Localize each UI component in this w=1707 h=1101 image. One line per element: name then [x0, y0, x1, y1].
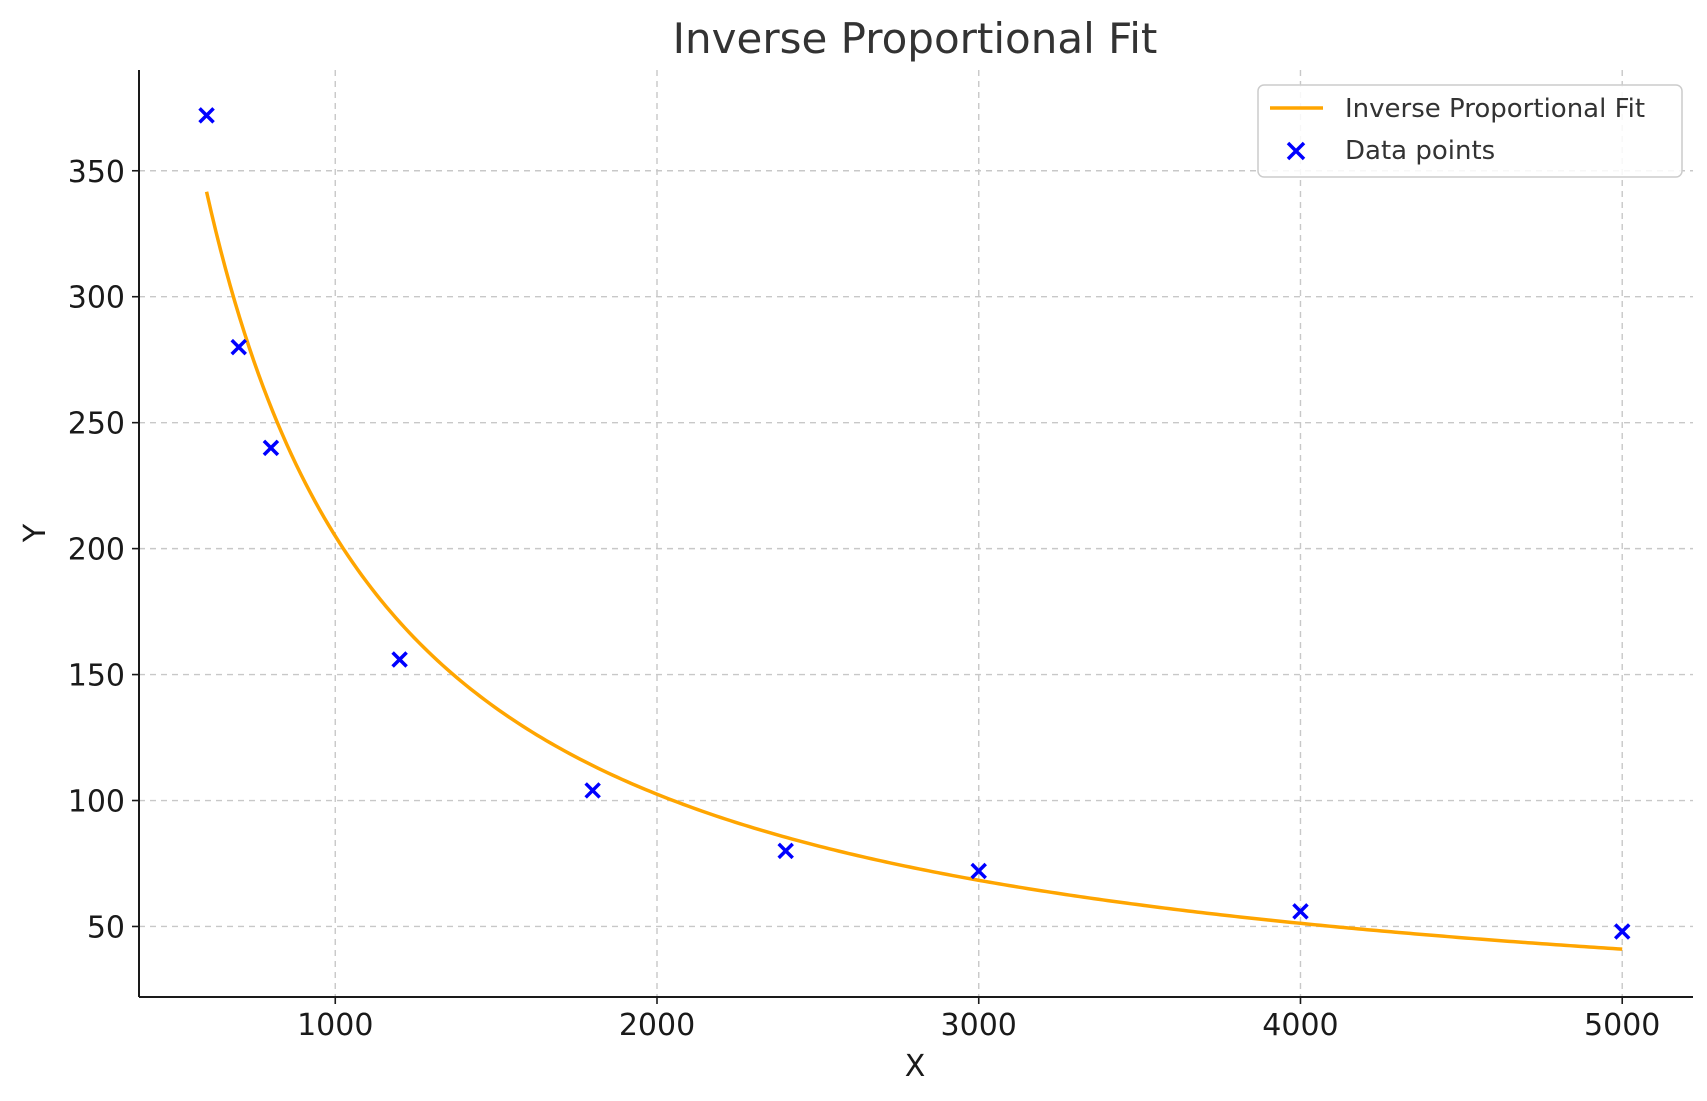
data-point-marker: [1613, 923, 1631, 940]
y-tick-label: 300: [68, 281, 125, 316]
y-tick-label: 250: [68, 407, 125, 442]
x-tick-label: 3000: [941, 1008, 1017, 1043]
data-point-marker: [777, 842, 794, 860]
axes: [132, 70, 1693, 1004]
x-axis-label: X: [905, 1049, 926, 1084]
legend-points-marker-swatch: [1286, 141, 1306, 161]
chart-title: Inverse Proportional Fit: [673, 14, 1158, 63]
y-axis-label: Y: [18, 523, 53, 543]
y-tick-label: 50: [87, 910, 125, 945]
data-point-marker: [230, 338, 247, 356]
data-point-marker: [391, 651, 408, 668]
legend: Inverse Proportional Fit Data points: [1257, 84, 1683, 178]
x-tick-label: 4000: [1262, 1008, 1338, 1043]
data-point-marker: [584, 782, 601, 799]
y-tick-label: 350: [68, 155, 125, 190]
y-tick-label: 100: [68, 785, 125, 820]
y-tick-label: 200: [68, 533, 125, 568]
data-point-marker: [1292, 903, 1309, 920]
legend-points-label: Data points: [1345, 136, 1495, 166]
x-tick-label: 5000: [1584, 1008, 1660, 1043]
y-tick-label: 150: [68, 659, 125, 694]
legend-fit-label: Inverse Proportional Fit: [1345, 94, 1645, 124]
x-tick-label: 2000: [619, 1008, 695, 1043]
data-points-layer: [198, 107, 1631, 940]
grid: [139, 70, 1693, 997]
data-point-marker: [970, 862, 987, 880]
tick-labels: 1000 2000 3000 4000 5000 50 100 150 200 250 300 350: [68, 155, 1661, 1043]
x-tick-label: 1000: [297, 1008, 373, 1043]
data-point-marker: [198, 107, 215, 124]
fit-curve-layer: [204, 191, 1623, 951]
data-point-marker: [262, 439, 280, 457]
legend-box: [1257, 84, 1683, 178]
fit-curve-line: [204, 191, 1623, 951]
